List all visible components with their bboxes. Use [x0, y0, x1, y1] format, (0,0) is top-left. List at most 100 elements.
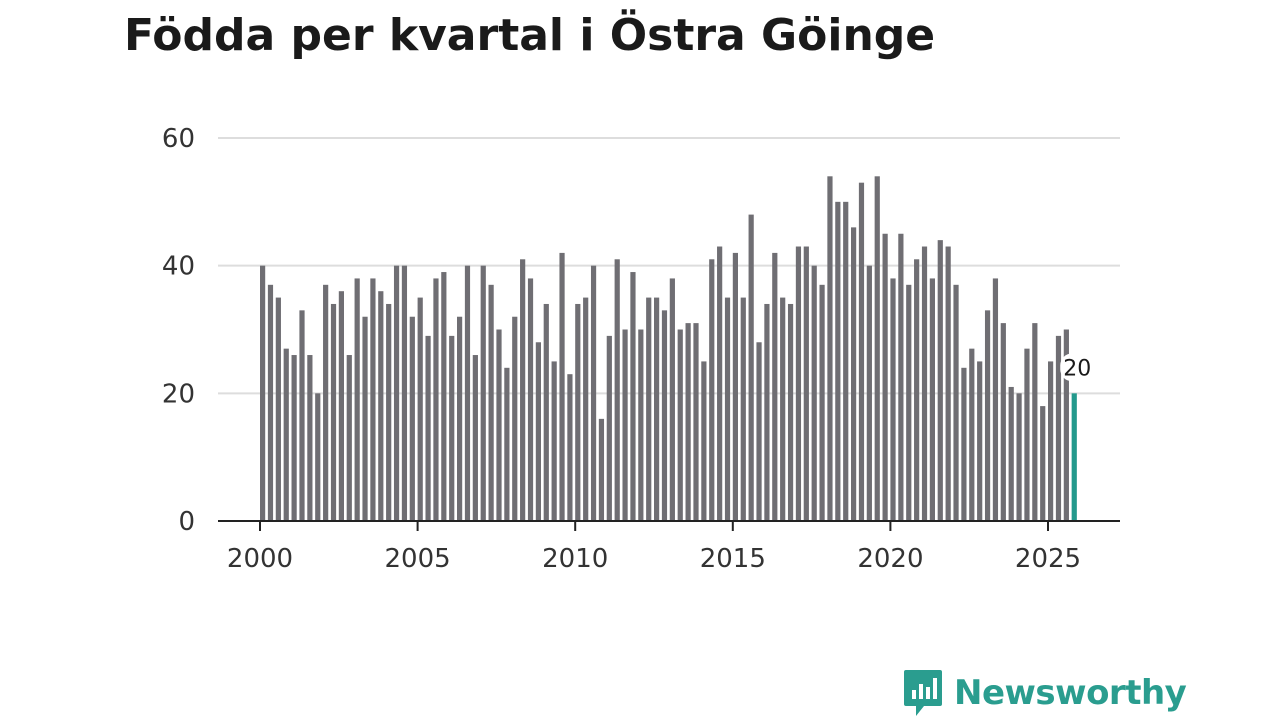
- bar: [338, 291, 344, 521]
- bar: [984, 310, 991, 521]
- bar: [401, 265, 408, 521]
- bar: [598, 418, 605, 521]
- data-labels: 20: [1060, 353, 1095, 382]
- x-axis-ticks: 2000 2005 2010 2015 2020 2025: [227, 521, 1081, 574]
- bar: [709, 259, 715, 521]
- bar: [527, 278, 534, 521]
- y-tick-label: 40: [162, 252, 195, 282]
- bar: [827, 176, 833, 522]
- bar: [630, 272, 636, 521]
- bar: [992, 278, 999, 521]
- bar: [819, 284, 825, 521]
- bar: [299, 310, 305, 521]
- bar: [677, 329, 683, 521]
- bar: [654, 297, 660, 521]
- bar: [890, 278, 896, 521]
- bar: [291, 355, 297, 521]
- bar: [346, 355, 352, 521]
- bar: [921, 246, 928, 521]
- bar: [1040, 406, 1046, 521]
- bar: [843, 201, 849, 522]
- bar: [315, 393, 321, 521]
- x-tick-label: 2020: [857, 544, 923, 574]
- x-tick-label: 2025: [1015, 544, 1081, 574]
- y-tick-label: 20: [162, 379, 195, 409]
- bar: [425, 335, 431, 521]
- bar: [1016, 393, 1022, 521]
- bar: [701, 361, 707, 521]
- bar: [559, 252, 565, 521]
- bar: [323, 284, 329, 521]
- bar: [520, 259, 526, 521]
- bar: [1055, 335, 1062, 521]
- bar: [945, 246, 951, 521]
- bar: [275, 297, 281, 521]
- bar: [795, 246, 802, 521]
- bar: [449, 335, 455, 521]
- bar: [953, 284, 959, 521]
- bar: [417, 297, 423, 521]
- bar: [748, 214, 754, 521]
- chart-title: Födda per kvartal i Östra Göinge: [124, 10, 936, 61]
- bar: [929, 278, 935, 521]
- bar: [260, 265, 266, 521]
- bar: [764, 303, 770, 521]
- bar: [724, 297, 731, 521]
- bar: [393, 265, 400, 521]
- x-tick-label: 2005: [385, 544, 451, 574]
- bar: [590, 265, 597, 521]
- bar-highlight: [1071, 393, 1077, 521]
- bar: [378, 291, 384, 521]
- bar: [1024, 348, 1030, 521]
- bar: [906, 284, 912, 521]
- bar: [1000, 323, 1006, 521]
- bar: [606, 335, 612, 521]
- x-tick-label: 2015: [700, 544, 766, 574]
- bar: [835, 201, 841, 522]
- y-axis-ticks: 0 20 40 60: [162, 124, 195, 537]
- bar: [977, 361, 983, 521]
- bar: [858, 182, 865, 521]
- bar: [669, 278, 675, 521]
- bar: [787, 303, 794, 521]
- bar: [464, 265, 471, 521]
- bar: [370, 278, 376, 521]
- bar: [535, 342, 541, 521]
- bar: [496, 329, 502, 521]
- bar: [386, 303, 392, 521]
- label-background: [1060, 353, 1095, 382]
- bar: [575, 303, 581, 521]
- x-tick-label: 2010: [542, 544, 608, 574]
- brand-name: Newsworthy: [954, 673, 1187, 713]
- bar: [567, 374, 573, 521]
- bar: [614, 259, 620, 521]
- bar: [362, 316, 368, 521]
- bar: [512, 316, 518, 521]
- bar: [661, 310, 668, 521]
- bar: [717, 246, 723, 521]
- bar: [851, 227, 857, 521]
- bar: [480, 265, 486, 521]
- bar: [457, 316, 463, 521]
- bar: [488, 284, 494, 521]
- bar: [441, 272, 447, 521]
- bar: [330, 303, 337, 521]
- bar: [1032, 323, 1038, 521]
- y-tick-label: 0: [178, 507, 195, 537]
- newsworthy-brand: Newsworthy: [902, 668, 1187, 718]
- bar: [866, 265, 872, 521]
- bar: [937, 240, 943, 521]
- bars: [260, 176, 1077, 522]
- bar: [1063, 329, 1069, 521]
- bar: [307, 355, 313, 521]
- bar: [1048, 361, 1054, 521]
- y-tick-label: 60: [162, 124, 195, 154]
- bar: [803, 246, 809, 521]
- bar: [638, 329, 644, 521]
- x-tick-label: 2000: [227, 544, 293, 574]
- bar: [772, 252, 778, 521]
- bar: [740, 297, 746, 521]
- bar: [354, 278, 360, 521]
- last-value-text: 20: [1063, 356, 1091, 381]
